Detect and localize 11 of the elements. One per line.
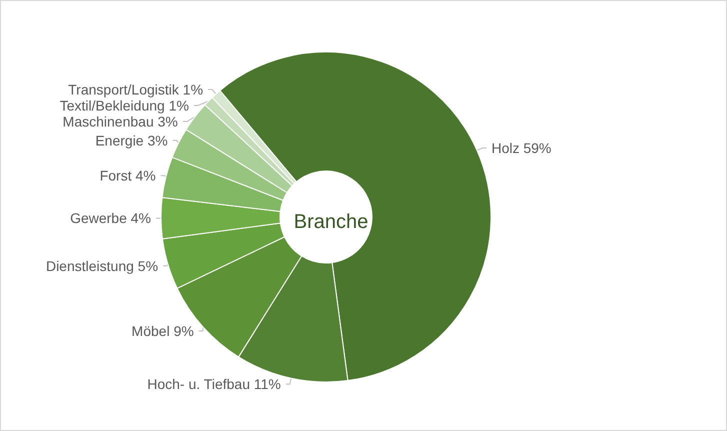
- slice-label: Dienstleistung 5%: [46, 258, 158, 274]
- slice-label: Holz 59%: [491, 140, 552, 156]
- slice-label: Möbel 9%: [132, 322, 194, 339]
- slice-label: Maschinenbau 3%: [62, 114, 178, 130]
- slice-label: Gewerbe 4%: [70, 210, 152, 226]
- slice-label: Forst 4%: [100, 168, 156, 184]
- slice-label: Hoch- u. Tiefbau 11%: [147, 376, 281, 392]
- slice-label: Energie 3%: [95, 132, 168, 148]
- text: Branche: [294, 211, 368, 233]
- slice-label: Transport/Logistik 1%: [68, 82, 204, 98]
- slice-label: Textil/Bekleidung 1%: [60, 98, 189, 114]
